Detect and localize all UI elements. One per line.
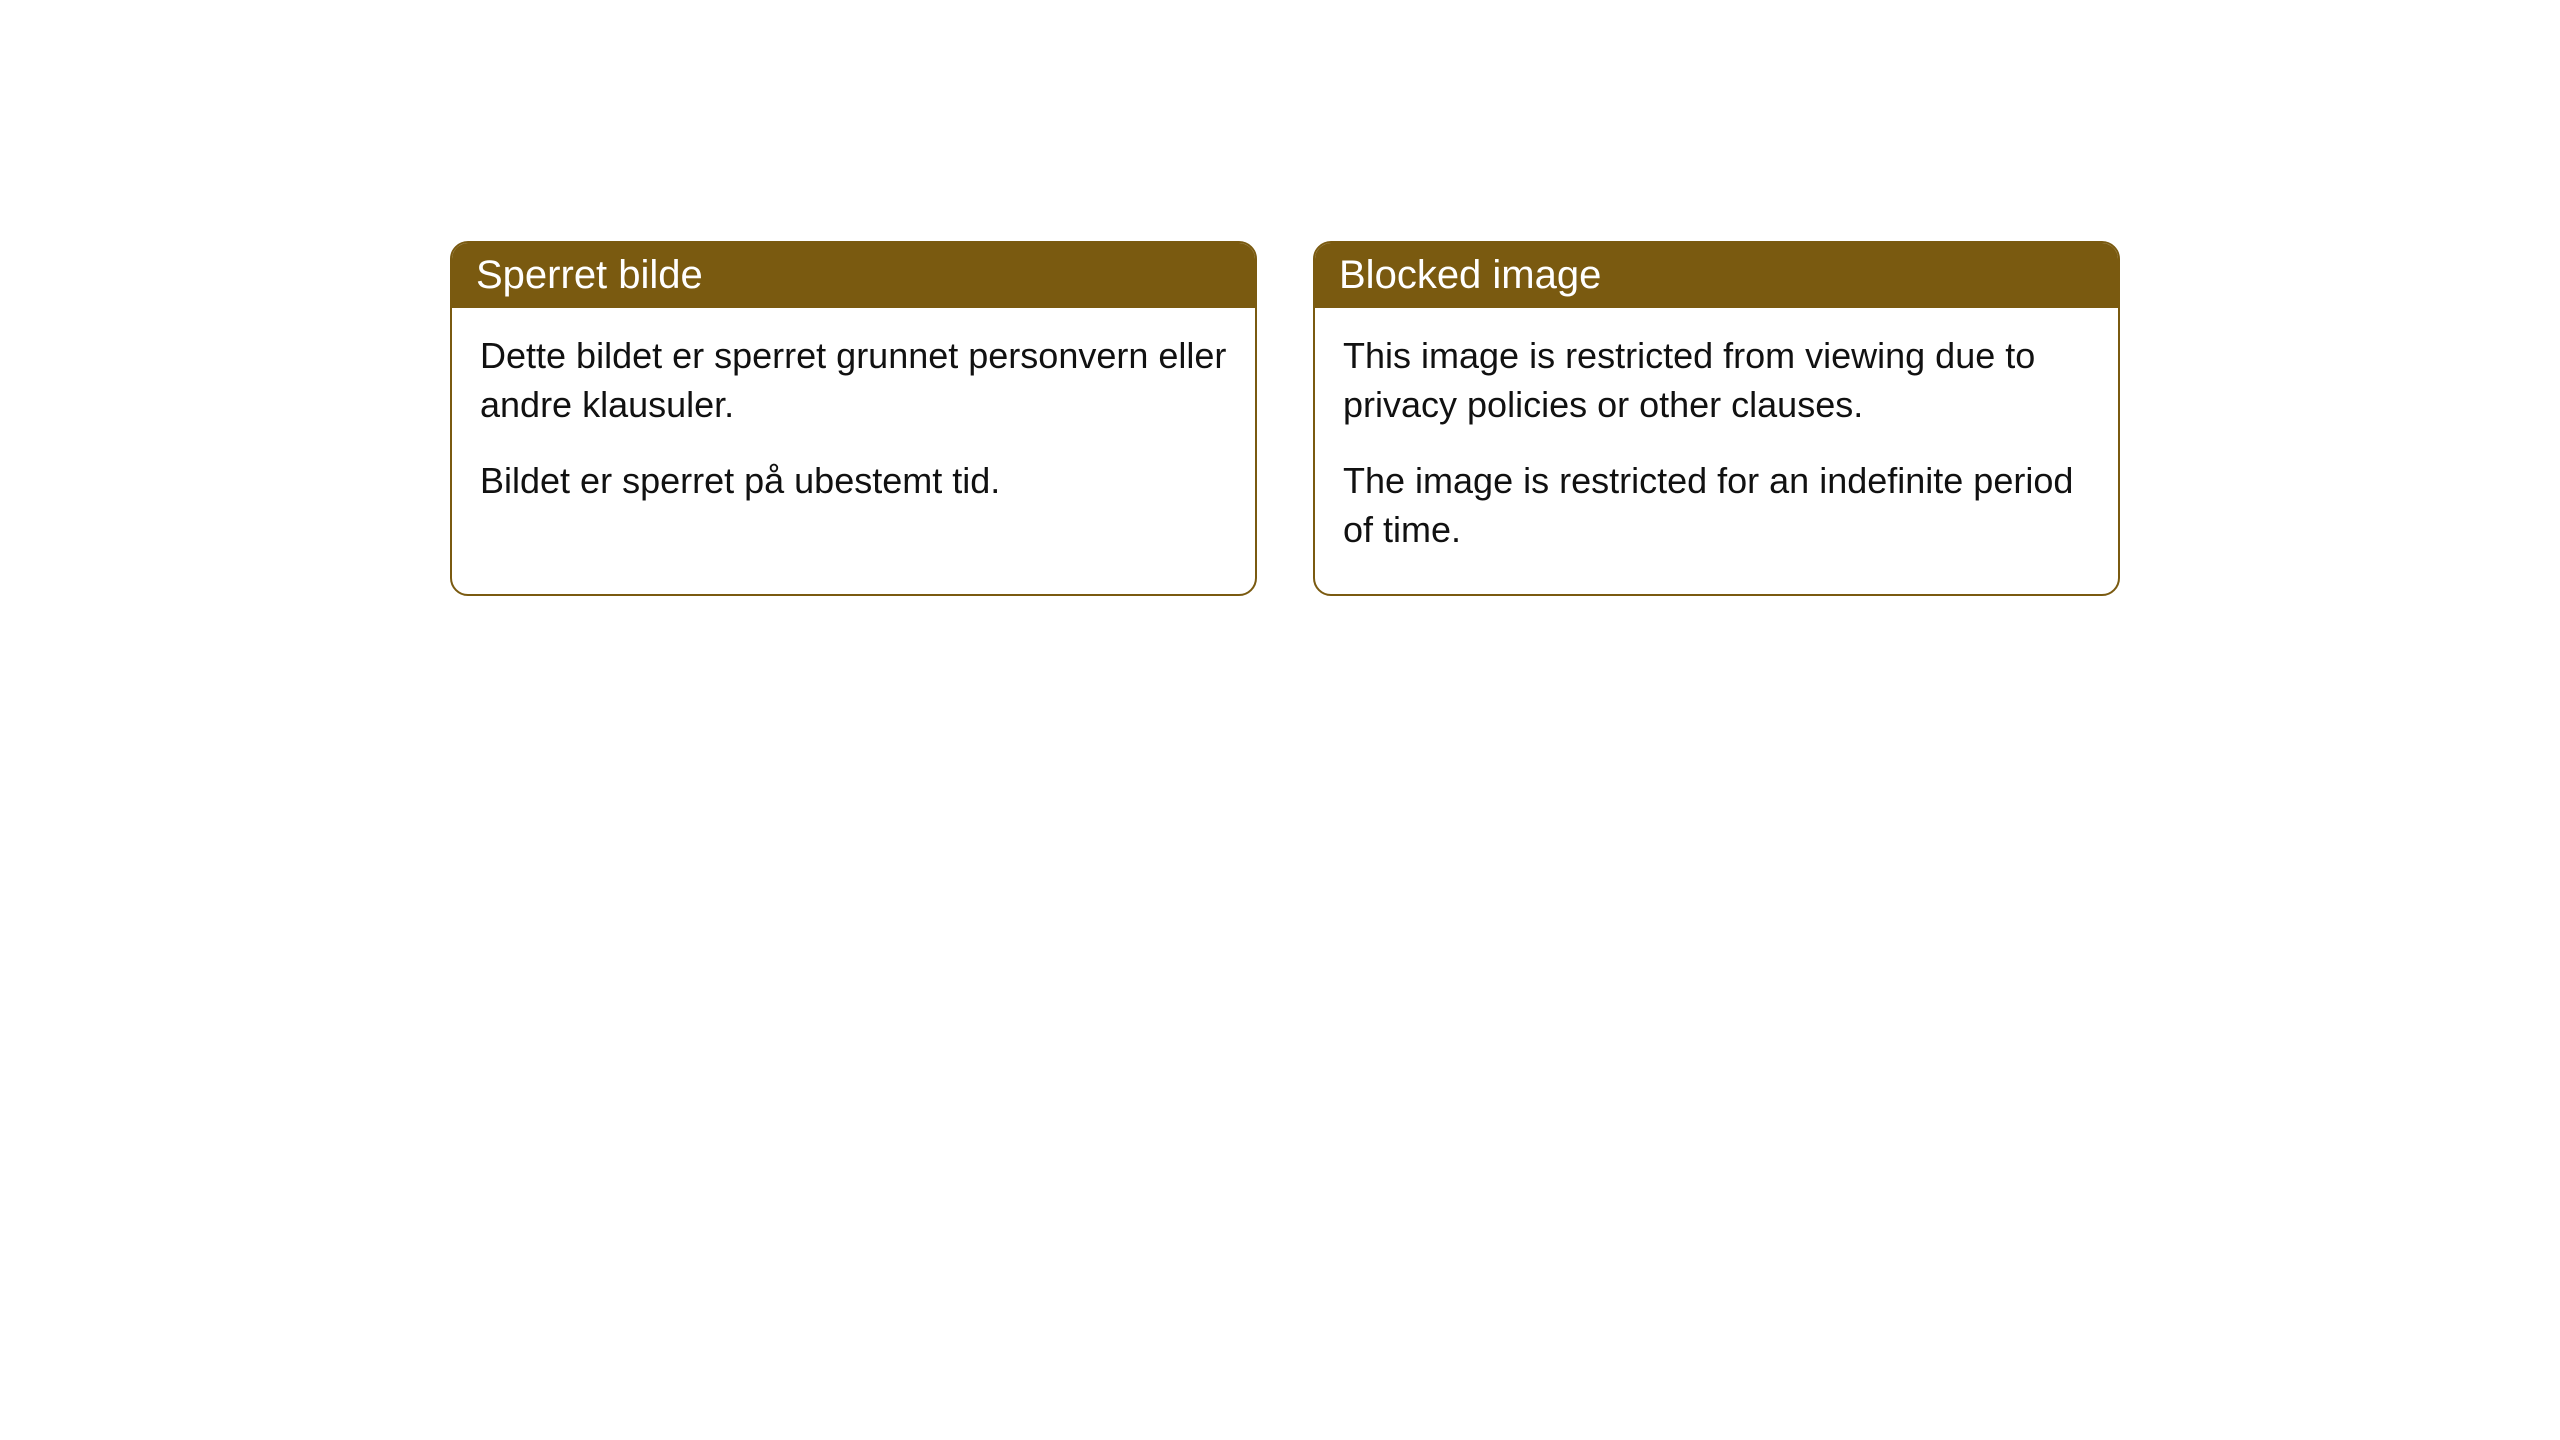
card-paragraph: Dette bildet er sperret grunnet personve… <box>480 332 1227 429</box>
card-title: Sperret bilde <box>476 253 703 297</box>
card-body-english: This image is restricted from viewing du… <box>1315 308 2118 594</box>
card-title: Blocked image <box>1339 253 1601 297</box>
blocked-image-card-english: Blocked image This image is restricted f… <box>1313 241 2120 596</box>
notice-cards-container: Sperret bilde Dette bildet er sperret gr… <box>450 241 2120 596</box>
card-paragraph: Bildet er sperret på ubestemt tid. <box>480 457 1227 506</box>
card-header-english: Blocked image <box>1315 243 2118 308</box>
card-paragraph: This image is restricted from viewing du… <box>1343 332 2090 429</box>
blocked-image-card-norwegian: Sperret bilde Dette bildet er sperret gr… <box>450 241 1257 596</box>
card-header-norwegian: Sperret bilde <box>452 243 1255 308</box>
card-paragraph: The image is restricted for an indefinit… <box>1343 457 2090 554</box>
card-body-norwegian: Dette bildet er sperret grunnet personve… <box>452 308 1255 546</box>
